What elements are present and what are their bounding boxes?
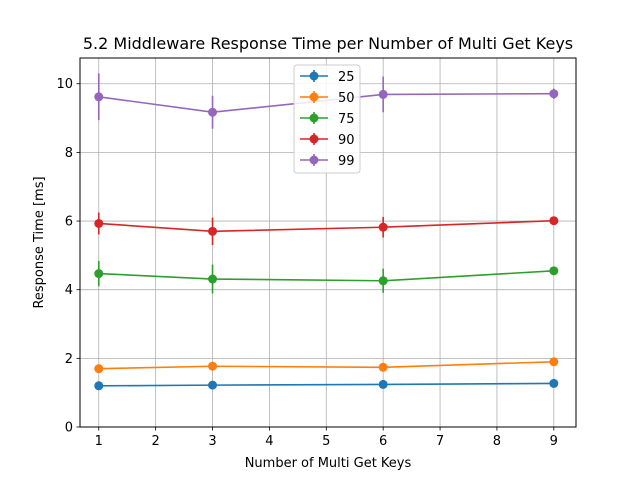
legend: 25 50 75 90 99 bbox=[293, 64, 361, 174]
data-point bbox=[208, 226, 218, 236]
legend-entry-25: 25 bbox=[300, 70, 355, 85]
legend-label: 90 bbox=[338, 133, 355, 148]
x-axis-label: Number of Multi Get Keys bbox=[245, 456, 412, 471]
x-tick-label: 5 bbox=[322, 434, 330, 449]
data-point bbox=[208, 380, 218, 390]
data-point bbox=[378, 222, 388, 232]
legend-label: 99 bbox=[338, 154, 355, 169]
series-90 bbox=[94, 212, 559, 246]
series-line bbox=[98, 270, 554, 282]
y-tick-label: 2 bbox=[65, 352, 73, 367]
data-point bbox=[94, 269, 104, 279]
y-tick-label: 4 bbox=[65, 283, 73, 298]
data-point bbox=[378, 276, 388, 286]
y-tick-label: 8 bbox=[65, 146, 73, 161]
x-tick-label: 9 bbox=[550, 434, 558, 449]
y-tick-label: 6 bbox=[65, 215, 73, 230]
data-point bbox=[549, 357, 559, 367]
legend-marker bbox=[309, 134, 319, 144]
data-point bbox=[549, 266, 559, 276]
legend-entry-99: 99 bbox=[300, 154, 355, 169]
series-line bbox=[98, 219, 554, 233]
data-point bbox=[208, 107, 218, 117]
x-tick-label: 1 bbox=[95, 434, 103, 449]
series-layer bbox=[94, 73, 559, 391]
y-tick-label: 0 bbox=[65, 421, 73, 436]
data-point bbox=[378, 89, 388, 99]
legend-marker bbox=[309, 113, 319, 123]
legend-entry-50: 50 bbox=[300, 91, 355, 106]
x-tick-label: 3 bbox=[208, 434, 216, 449]
legend-entry-75: 75 bbox=[300, 112, 355, 127]
data-point bbox=[549, 216, 559, 226]
data-point bbox=[208, 361, 218, 371]
data-point bbox=[94, 364, 104, 374]
legend-label: 25 bbox=[338, 70, 355, 85]
series-50 bbox=[94, 357, 559, 374]
series-75 bbox=[94, 260, 559, 294]
legend-label: 50 bbox=[338, 91, 355, 106]
legend-entry-90: 90 bbox=[300, 133, 355, 148]
x-tick-label: 8 bbox=[493, 434, 501, 449]
data-point bbox=[94, 218, 104, 228]
legend-marker bbox=[309, 155, 319, 165]
x-tick-label: 2 bbox=[152, 434, 160, 449]
data-point bbox=[208, 274, 218, 284]
y-tick-label: 10 bbox=[56, 77, 73, 92]
data-point bbox=[94, 92, 104, 102]
chart-title: 5.2 Middleware Response Time per Number … bbox=[83, 34, 573, 53]
data-point bbox=[549, 89, 559, 99]
x-tick-label: 7 bbox=[436, 434, 444, 449]
series-line bbox=[98, 382, 554, 387]
data-point bbox=[549, 378, 559, 388]
legend-marker bbox=[309, 92, 319, 102]
series-25 bbox=[94, 378, 559, 391]
legend-box bbox=[293, 64, 361, 174]
data-point bbox=[378, 379, 388, 389]
data-point bbox=[94, 381, 104, 391]
legend-marker bbox=[309, 71, 319, 81]
x-tick-label: 6 bbox=[379, 434, 387, 449]
y-axis-label: Response Time [ms] bbox=[32, 176, 47, 308]
legend-label: 75 bbox=[338, 112, 355, 127]
data-point bbox=[378, 362, 388, 372]
series-line bbox=[98, 360, 554, 370]
x-tick-label: 4 bbox=[265, 434, 273, 449]
plot-frame bbox=[79, 57, 577, 428]
